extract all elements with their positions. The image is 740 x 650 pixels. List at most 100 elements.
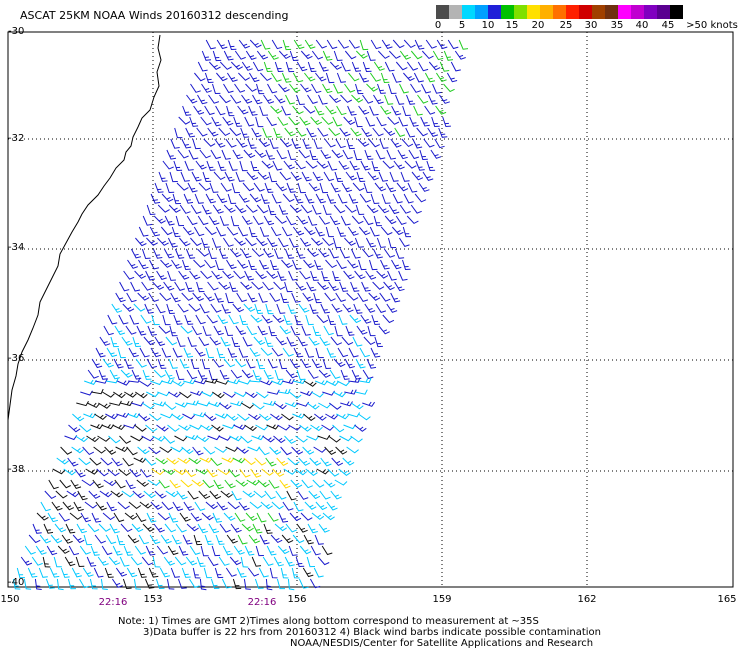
wind-barb (215, 534, 225, 545)
wind-barb (248, 259, 257, 271)
wind-barb (168, 204, 181, 213)
wind-barb (199, 578, 207, 591)
wind-barb (102, 358, 114, 368)
wind-barb (283, 160, 295, 170)
wind-barb (320, 149, 332, 159)
wind-barb (189, 424, 203, 430)
wind-barb (256, 391, 269, 399)
wind-barb (128, 377, 141, 383)
wind-barb (354, 237, 364, 248)
wind-barb (297, 490, 309, 500)
wind-barb (226, 534, 238, 544)
wind-barb (221, 303, 231, 314)
wind-barb (316, 314, 329, 324)
wind-barb (381, 193, 391, 204)
wind-barb (35, 545, 47, 555)
wind-barb (315, 39, 327, 49)
wind-barb (32, 523, 42, 534)
wind-barb (249, 347, 261, 357)
wind-barb (300, 50, 313, 60)
wind-barb (141, 435, 155, 442)
wind-barb (72, 534, 85, 544)
plot-frame (7, 31, 734, 588)
wind-barb (73, 501, 84, 512)
wind-barb (222, 237, 234, 247)
wind-barb (335, 446, 348, 455)
wind-barb (123, 545, 133, 556)
wind-barb (171, 534, 182, 545)
wind-barb (252, 523, 263, 534)
wind-barb (208, 94, 220, 104)
wind-barb (225, 138, 237, 148)
wind-barb (200, 545, 209, 557)
wind-barb (254, 303, 264, 315)
wind-barb (398, 237, 410, 247)
wind-barb (126, 567, 138, 578)
wind-barb (328, 281, 339, 291)
wind-barb (317, 434, 331, 440)
wind-barb (240, 281, 253, 290)
wind-barb (111, 578, 123, 588)
wind-barb (16, 567, 25, 579)
wind-barb (255, 424, 269, 431)
wind-barb (250, 160, 259, 172)
wind-barb (149, 413, 162, 421)
wind-barb (48, 479, 59, 490)
wind-barb (333, 50, 343, 62)
wind-barb (292, 105, 304, 115)
wind-barb (12, 578, 21, 590)
wind-barb (356, 171, 366, 183)
wind-barb (205, 378, 218, 384)
wind-barb (271, 193, 282, 204)
wind-barb (45, 578, 55, 589)
wind-barb (365, 270, 377, 280)
wind-barb (275, 336, 287, 346)
wind-barb (110, 490, 124, 498)
wind-barb (377, 204, 390, 214)
wind-barb (321, 270, 330, 282)
wind-barb (130, 556, 143, 566)
wind-barb (137, 292, 150, 301)
wind-barb (113, 391, 126, 399)
wind-barb (279, 479, 291, 489)
wind-barb (387, 270, 397, 281)
wind-barb (240, 435, 253, 444)
wind-barb (293, 193, 304, 204)
wind-barb (226, 105, 235, 117)
wind-barb (203, 446, 216, 455)
wind-barb (194, 347, 206, 357)
wind-barb (237, 105, 249, 115)
wind-barb (214, 446, 228, 453)
wind-barb (332, 116, 343, 127)
wind-barb (326, 193, 337, 204)
wind-barb (128, 501, 141, 510)
wind-barb (292, 72, 304, 83)
wind-barb (258, 567, 269, 578)
wind-barb (288, 545, 298, 556)
wind-barb (89, 578, 98, 590)
wind-barb (143, 490, 156, 499)
wind-barb (410, 83, 421, 93)
wind-barb (78, 457, 91, 466)
wind-barb (345, 325, 355, 336)
wind-barb (358, 72, 370, 83)
wind-barb (337, 39, 349, 49)
wind-barb (359, 39, 369, 51)
wind-barb (294, 160, 306, 170)
wind-barb (205, 193, 216, 204)
wind-barb (187, 336, 197, 347)
wind-barb (301, 325, 311, 336)
wind-barb (206, 160, 216, 171)
wind-barb (192, 292, 204, 302)
wind-barb (338, 468, 351, 477)
wind-barb (313, 567, 324, 578)
wind-barb (173, 314, 183, 325)
wind-barb (210, 457, 223, 467)
wind-barb (155, 457, 168, 465)
wind-barb (270, 105, 283, 114)
wind-barb (344, 358, 355, 369)
lat-label-36: -36 (8, 353, 25, 364)
wind-barb (225, 292, 234, 304)
wind-barb (144, 457, 157, 466)
wind-barb (411, 171, 424, 181)
